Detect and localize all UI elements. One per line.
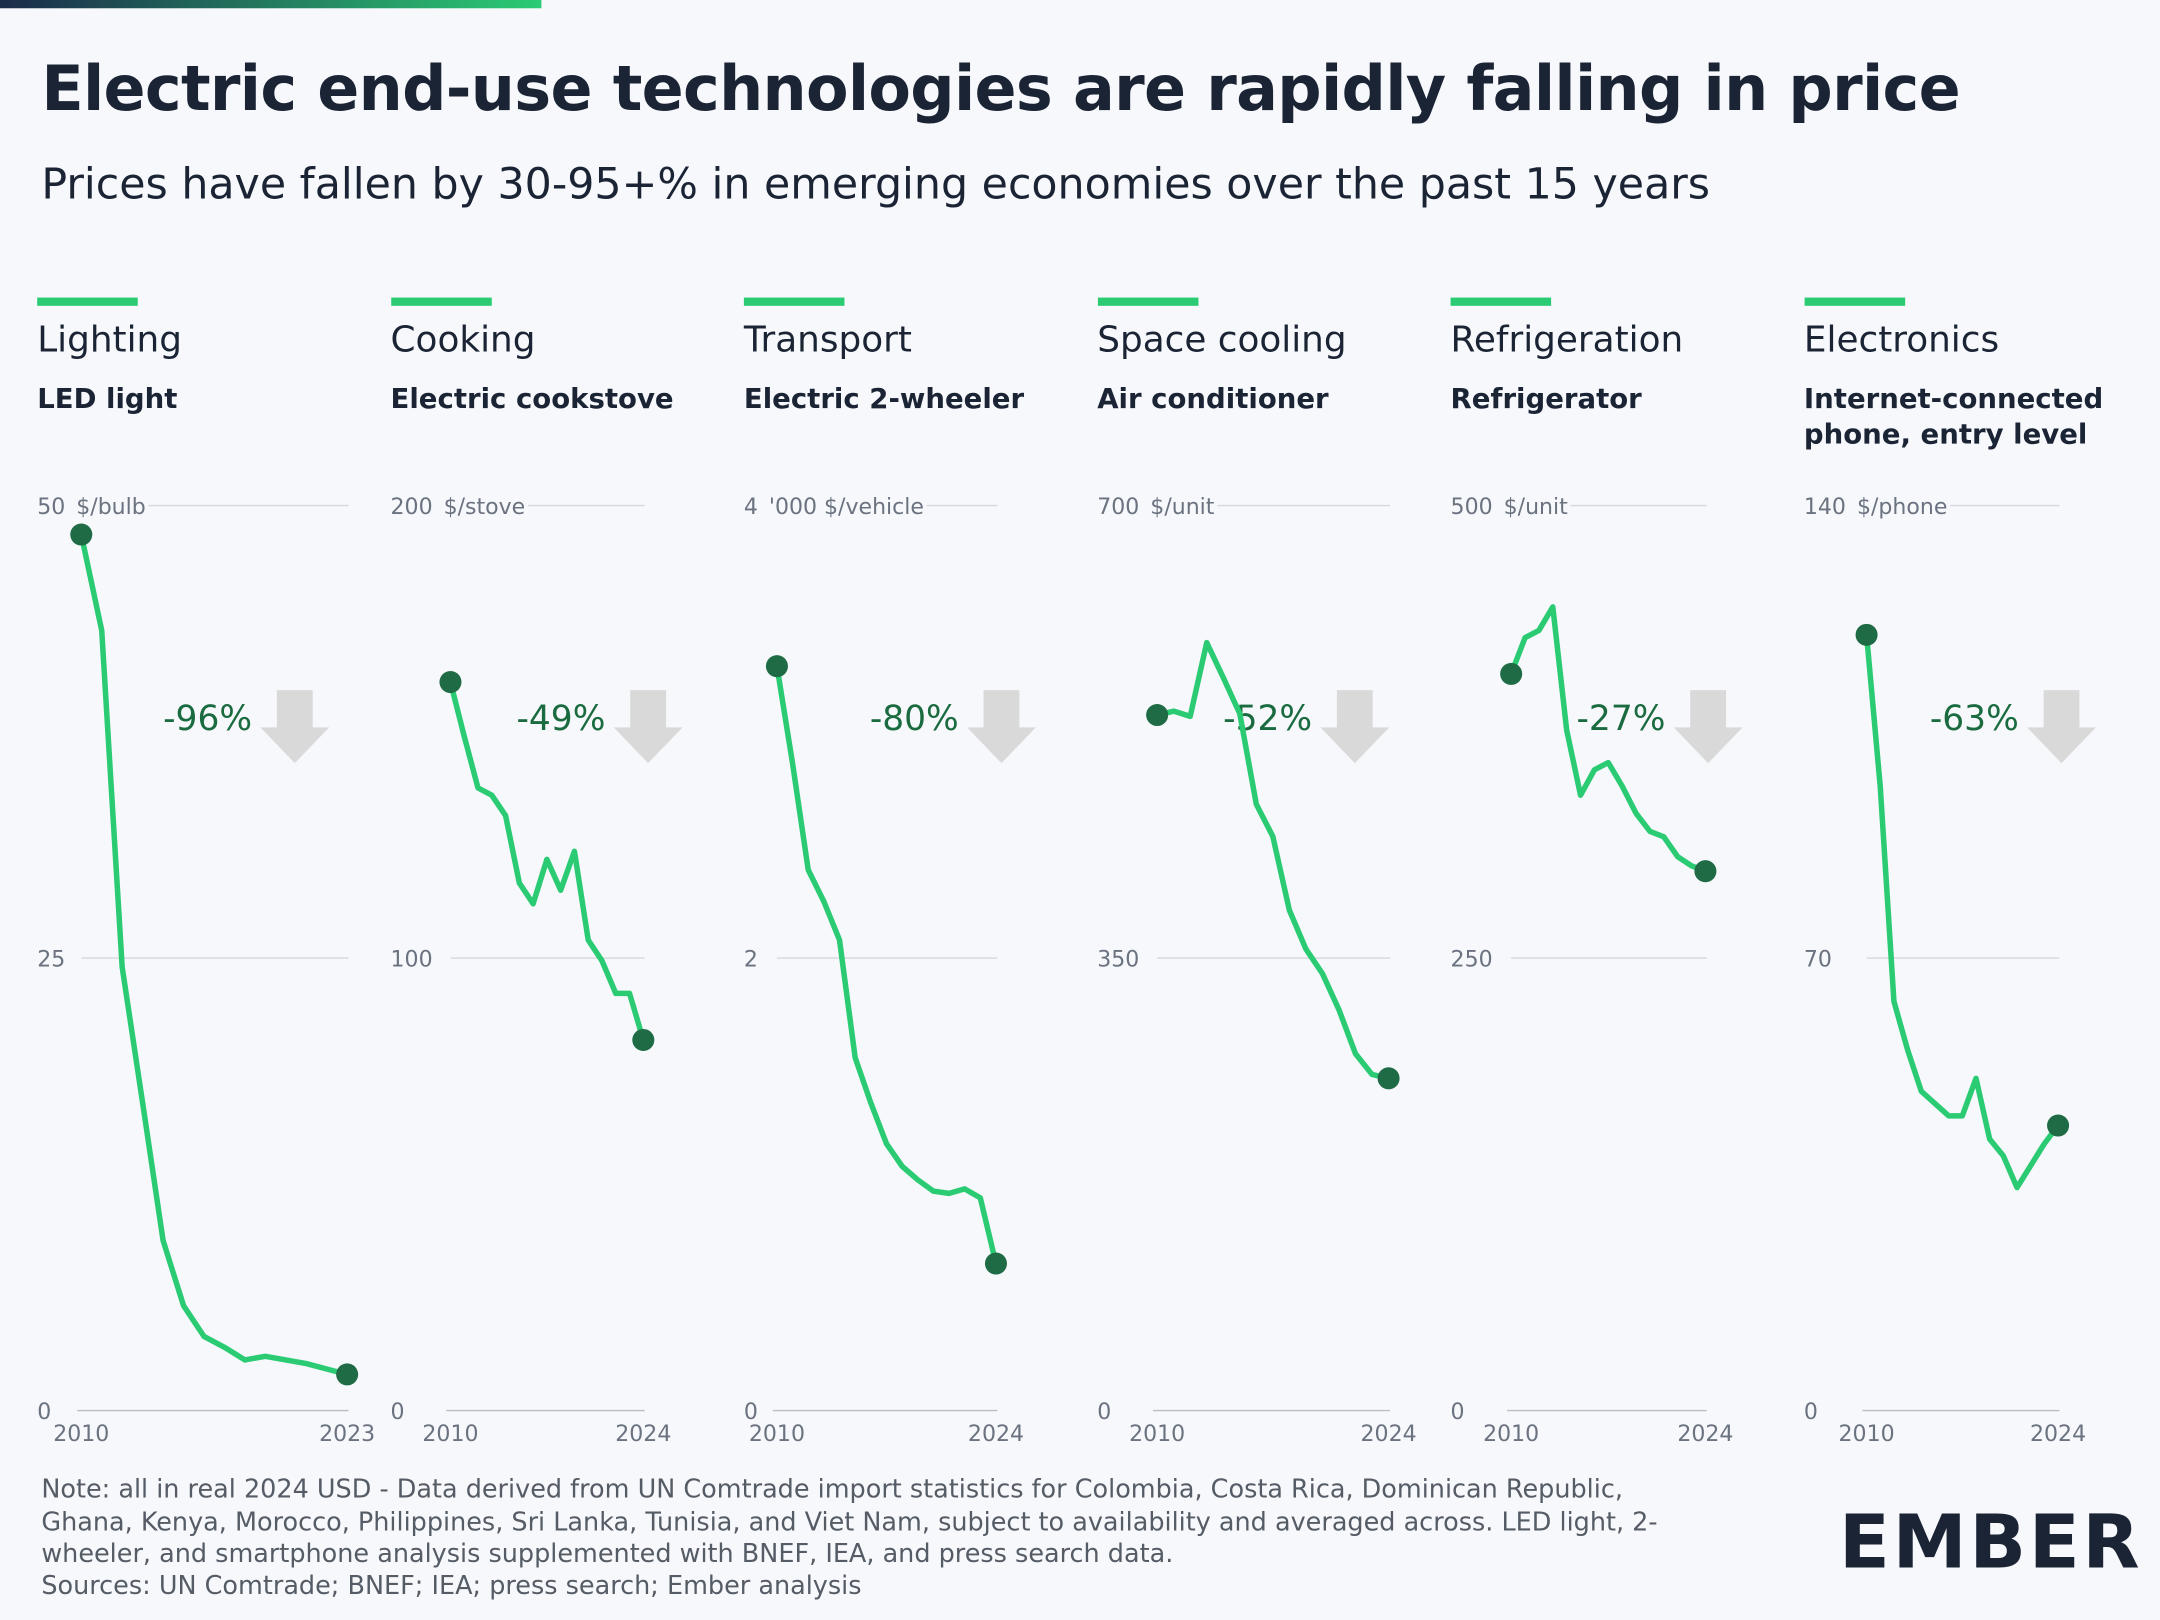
x-tick-label: 2010 bbox=[53, 1422, 109, 1447]
y-tick-label: 100 bbox=[391, 947, 433, 972]
chart-subtitle: Electric 2-wheeler bbox=[743, 381, 1025, 415]
chart-subtitle: LED light bbox=[37, 381, 178, 415]
arrow bbox=[613, 690, 683, 764]
y-tick-label: 250 bbox=[1451, 947, 1493, 972]
accent-bar bbox=[390, 297, 492, 306]
series-line bbox=[447, 681, 646, 1041]
x-tick-label: 2010 bbox=[1129, 1422, 1185, 1447]
end-point bbox=[1146, 703, 1169, 727]
end-point bbox=[1694, 860, 1717, 883]
accent-bar bbox=[1803, 297, 1905, 306]
end-point bbox=[70, 523, 93, 546]
arrow bbox=[260, 690, 330, 764]
x-tick-label: 2024 bbox=[1361, 1422, 1417, 1447]
chart-header: Transport Electric 2-wheeler bbox=[743, 297, 1075, 416]
end-point bbox=[1855, 623, 1878, 646]
page-subtitle: Prices have fallen by 30-95+% in emergin… bbox=[41, 159, 1711, 210]
x-tick-label: 2010 bbox=[422, 1422, 478, 1447]
chart-subtitle: Air conditioner bbox=[1097, 381, 1329, 415]
chart-subtitle: Electric cookstove bbox=[390, 381, 674, 415]
series-line bbox=[78, 533, 348, 1378]
y-tick-label: 0 bbox=[391, 1400, 405, 1425]
unit-label: $/unit bbox=[1504, 495, 1568, 520]
chart-header: Lighting LED light bbox=[37, 297, 368, 416]
sources: Sources: UN Comtrade; BNEF; IEA; press s… bbox=[41, 1571, 862, 1601]
unit-label: $/phone bbox=[1857, 495, 1947, 520]
top-bar bbox=[0, 0, 542, 9]
series-line bbox=[774, 665, 999, 1265]
y-tick-label: 350 bbox=[1097, 947, 1139, 972]
y-tick-label: 0 bbox=[1451, 1400, 1465, 1425]
accent-bar bbox=[37, 297, 138, 306]
y-tick-label: 2 bbox=[744, 947, 758, 972]
note: Note: all in real 2024 USD - Data derive… bbox=[41, 1475, 1658, 1570]
y-tick-label: 500 bbox=[1451, 495, 1493, 520]
end-point bbox=[2047, 1114, 2070, 1137]
change-annotation: -80% bbox=[870, 699, 959, 739]
arrow bbox=[1320, 690, 1390, 764]
x-tick-label: 2024 bbox=[615, 1422, 671, 1447]
y-tick-label: 0 bbox=[1804, 1400, 1818, 1425]
x-tick-label: 2023 bbox=[319, 1422, 375, 1447]
end-point bbox=[336, 1363, 359, 1386]
chart-title: Electronics bbox=[1803, 319, 2000, 361]
change-annotation: -96% bbox=[163, 699, 252, 739]
end-point bbox=[1500, 662, 1523, 685]
unit-label: $/unit bbox=[1150, 495, 1214, 520]
x-tick-label: 2024 bbox=[2030, 1422, 2086, 1447]
x-tick-label: 2024 bbox=[968, 1422, 1024, 1447]
accent-bar bbox=[1450, 297, 1552, 306]
y-tick-label: 700 bbox=[1097, 495, 1139, 520]
arrow bbox=[1673, 690, 1743, 764]
y-tick-label: 140 bbox=[1804, 495, 1846, 520]
series-line bbox=[1863, 634, 2061, 1191]
change-annotation: -27% bbox=[1577, 699, 1666, 739]
end-point bbox=[632, 1028, 655, 1052]
chart-title: Transport bbox=[743, 319, 912, 361]
chart-title: Space cooling bbox=[1097, 319, 1347, 361]
chart-header: Cooking Electric cookstove bbox=[390, 297, 722, 416]
chart-title: Lighting bbox=[37, 319, 182, 361]
logo: EMBER bbox=[1839, 1498, 2143, 1586]
unit-label: $/bulb bbox=[76, 495, 146, 520]
unit-label: '000 $/vehicle bbox=[769, 495, 924, 520]
y-tick-label: 0 bbox=[744, 1400, 758, 1425]
end-point bbox=[1377, 1067, 1400, 1090]
y-tick-label: 4 bbox=[744, 495, 758, 520]
y-tick-label: 200 bbox=[391, 495, 433, 520]
y-tick-label: 70 bbox=[1804, 947, 1832, 972]
end-point bbox=[984, 1252, 1007, 1275]
accent-bar bbox=[1097, 297, 1198, 306]
chart-header: Refrigeration Refrigerator bbox=[1450, 297, 1782, 416]
arrow bbox=[967, 690, 1036, 764]
y-tick-label: 0 bbox=[37, 1400, 51, 1425]
chart-title: Cooking bbox=[390, 319, 536, 361]
x-tick-label: 2024 bbox=[1677, 1422, 1733, 1447]
x-tick-label: 2010 bbox=[749, 1422, 805, 1447]
chart-header: Electronics Internet-connected phone, ent… bbox=[1803, 297, 2135, 452]
end-point bbox=[765, 655, 788, 678]
accent-bar bbox=[743, 297, 845, 306]
change-annotation: -49% bbox=[516, 699, 605, 739]
x-tick-label: 2010 bbox=[1483, 1422, 1539, 1447]
y-tick-label: 0 bbox=[1097, 1400, 1111, 1425]
page-title: Electric end-use technologies are rapidl… bbox=[41, 52, 1960, 126]
chart-title: Refrigeration bbox=[1450, 319, 1684, 361]
unit-label: $/stove bbox=[444, 495, 526, 520]
change-annotation: -63% bbox=[1930, 699, 2019, 739]
y-tick-label: 25 bbox=[37, 947, 65, 972]
chart-subtitle: Internet-connected phone, entry level bbox=[1803, 381, 2104, 451]
series-line bbox=[1508, 604, 1707, 874]
x-tick-label: 2010 bbox=[1839, 1422, 1895, 1447]
end-point bbox=[439, 671, 462, 694]
chart-subtitle: Refrigerator bbox=[1450, 381, 1642, 415]
y-tick-label: 50 bbox=[37, 495, 65, 520]
arrow bbox=[2027, 690, 2096, 764]
series-line bbox=[1156, 639, 1390, 1082]
chart-header: Space cooling Air conditioner bbox=[1097, 297, 1428, 416]
